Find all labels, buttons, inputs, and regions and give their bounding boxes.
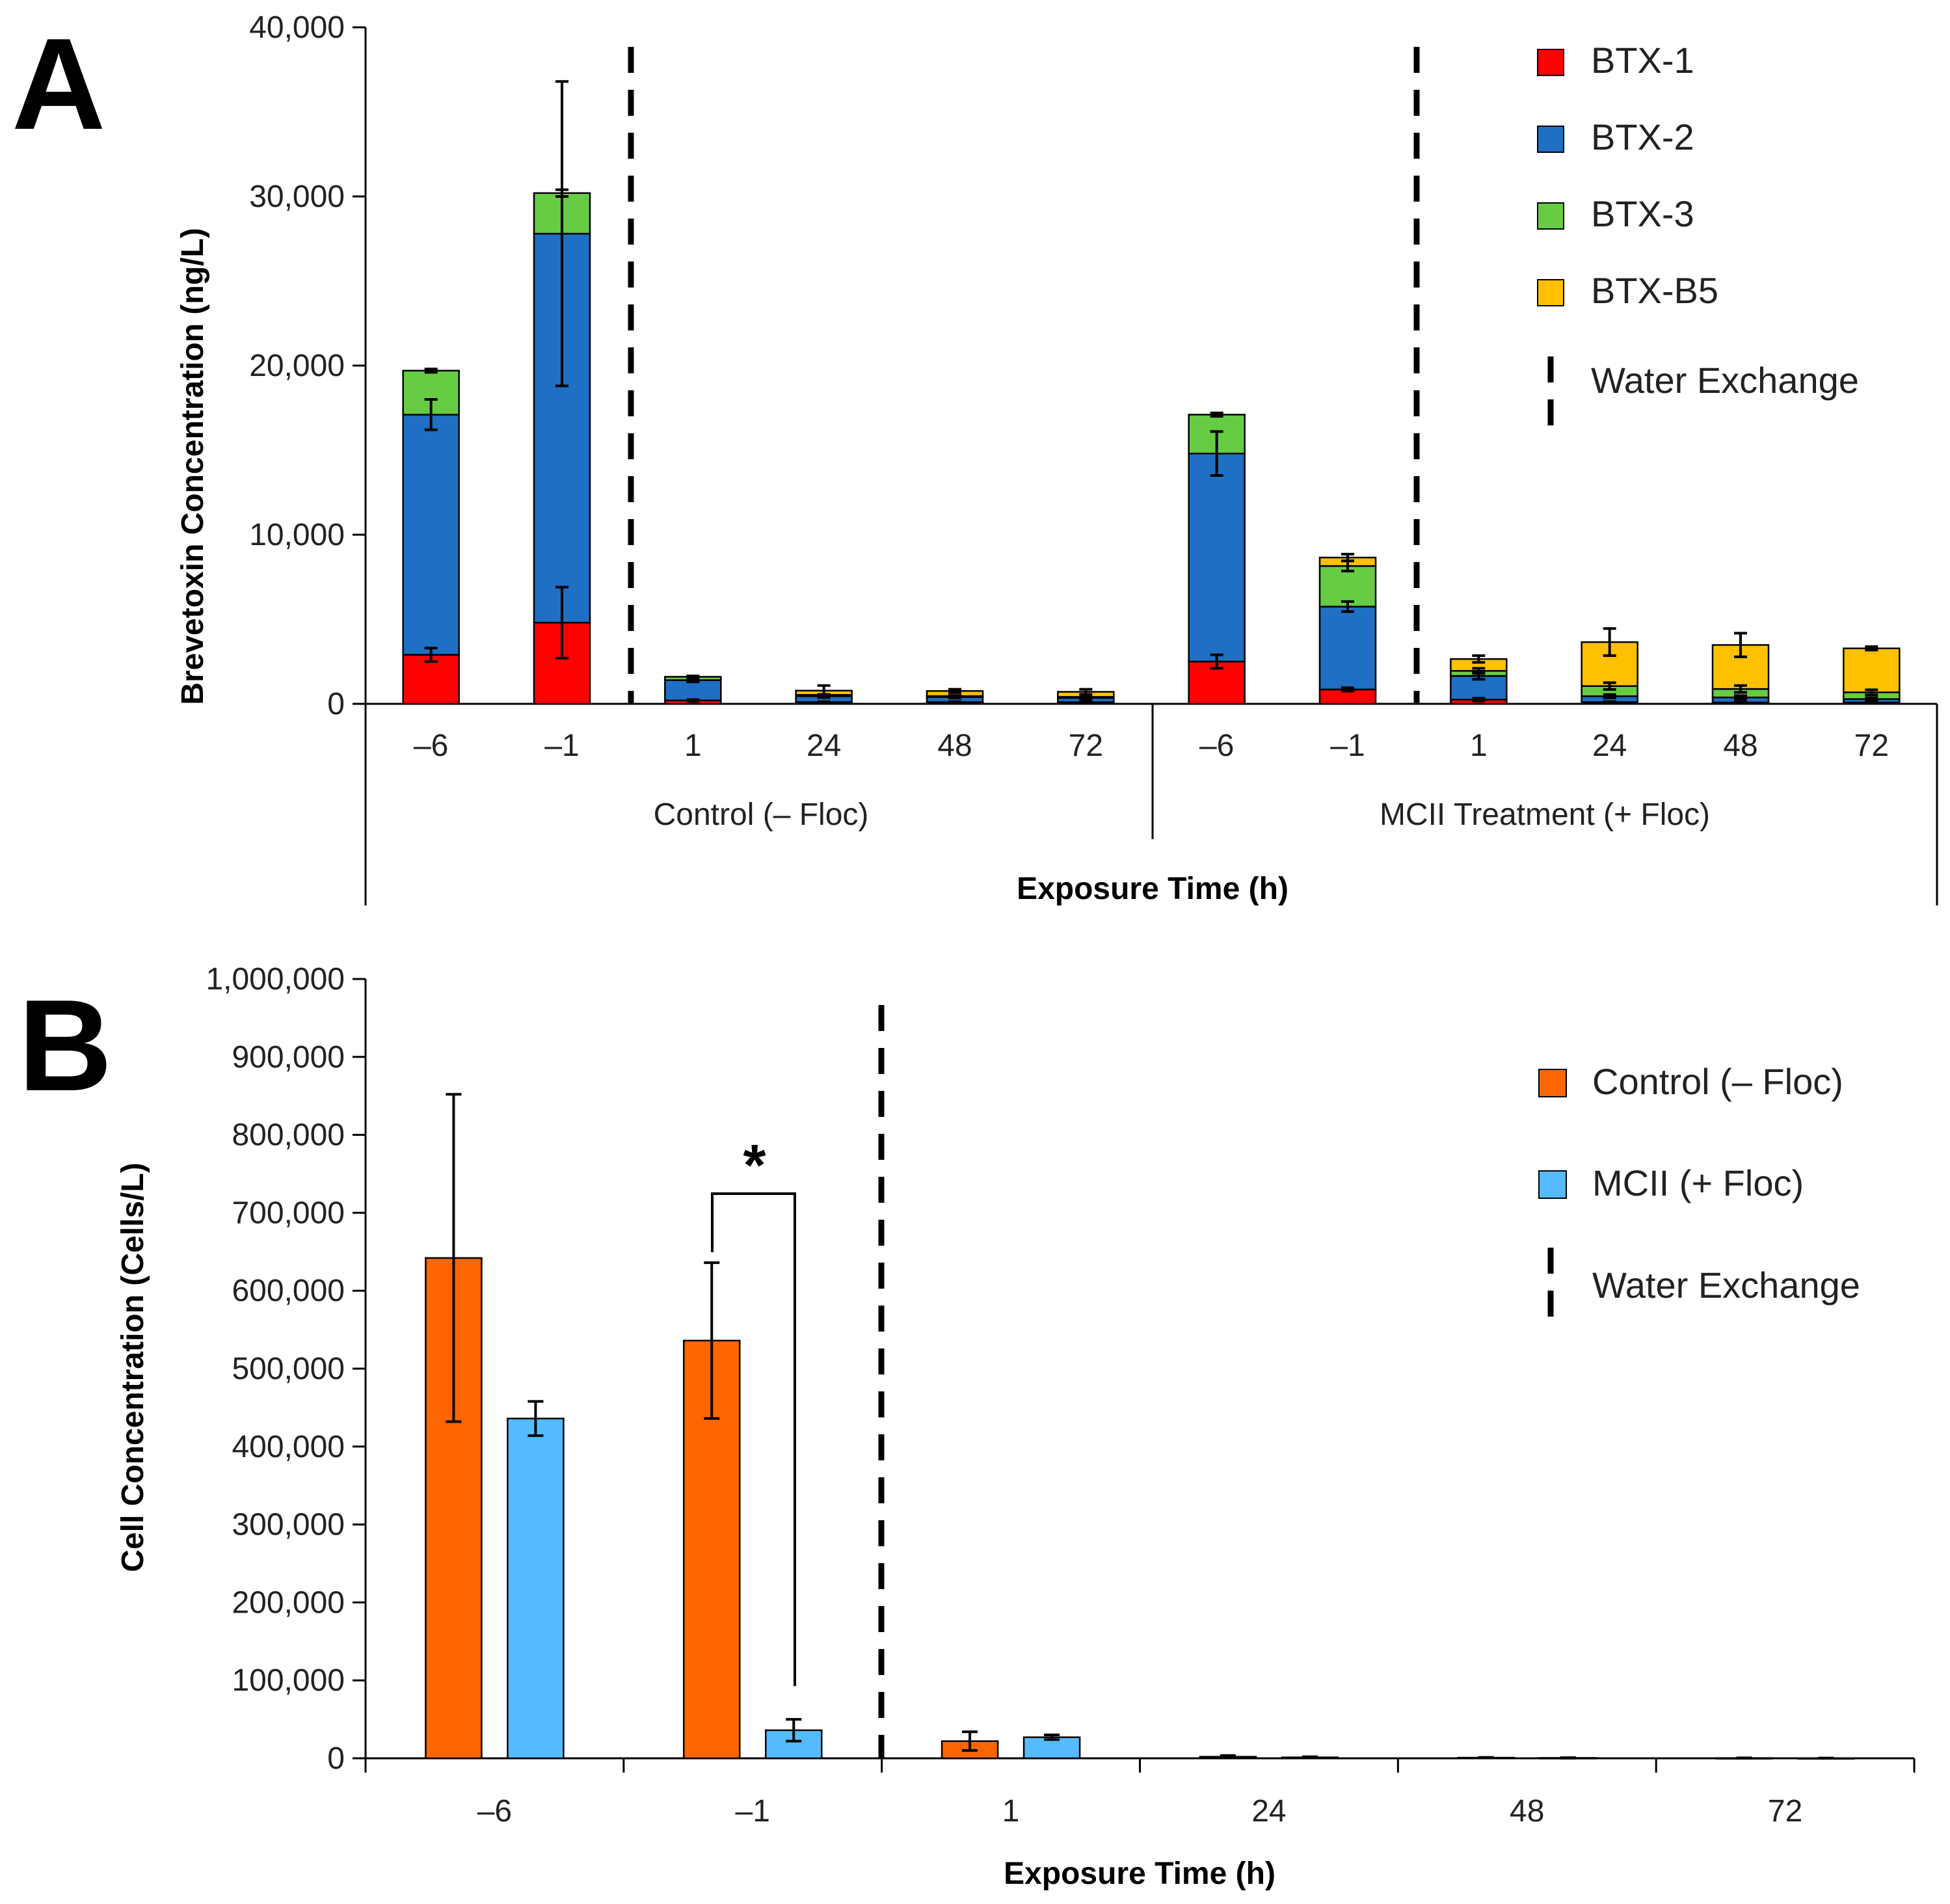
panel-b-x-tick-label: –6 <box>477 1794 512 1829</box>
panel-a-x-tick-label: 1 <box>1470 729 1488 763</box>
panel-a-x-tick-label: 72 <box>1854 729 1889 763</box>
panel-a-bar-btx-1-6 <box>1188 660 1246 705</box>
panel-b-y-tick-label: 0 <box>327 1741 345 1776</box>
legend-label-water-exchange: Water Exchange <box>1591 360 1859 401</box>
significance-star: * <box>743 1133 766 1198</box>
significance-bracket <box>711 1192 796 1686</box>
panel-a-x-tick-label: 24 <box>1592 729 1627 763</box>
panel-a-y-tick-label: 10,000 <box>249 518 345 552</box>
panel-a-x-tick-label: –6 <box>414 729 448 763</box>
panel-a-y-tick-label: 40,000 <box>249 10 345 45</box>
panel-a-y-tick-label: 20,000 <box>249 349 345 383</box>
panel-b-bar-mcii-0 <box>507 1417 565 1760</box>
panel-a-x-tick-label: 24 <box>807 729 841 763</box>
panel-b-y-tick-label: 700,000 <box>232 1196 345 1230</box>
panel-a-bar-btx-2-7 <box>1318 606 1377 691</box>
panel-a-x-tick-label: 1 <box>684 729 702 763</box>
panel-b-label: B <box>18 973 112 1118</box>
legend-label-control: Control (– Floc) <box>1592 1061 1843 1102</box>
legend-swatch-btx-b5 <box>1537 279 1564 306</box>
panel-b-x-tick-label: 48 <box>1510 1794 1544 1829</box>
panel-a-bar-btx-2-0 <box>402 414 460 656</box>
panel-a-x-title: Exposure Time (h) <box>1017 872 1289 906</box>
panel-a: A Brevetoxin Concentration (ng/L) Exposu… <box>12 10 1938 906</box>
panel-b-y-tick-label: 300,000 <box>232 1508 345 1542</box>
panel-a-bar-btx-2-2 <box>664 679 722 702</box>
panel-b-y-tick-label: 1,000,000 <box>206 962 345 997</box>
panel-b-x-tick-label: –1 <box>736 1794 770 1829</box>
panel-a-y-title: Brevetoxin Concentration (ng/L) <box>176 228 210 704</box>
legend-swatch-control <box>1538 1069 1567 1097</box>
panel-a-group-label-mcii: MCII Treatment (+ Floc) <box>1380 798 1710 832</box>
panel-b-x-tick-label: 1 <box>1002 1794 1020 1829</box>
panel-a-x-tick-label: –1 <box>544 729 579 763</box>
panel-b-y-tick-label: 600,000 <box>232 1274 345 1308</box>
panel-a-bar-btx-3-7 <box>1318 565 1377 608</box>
legend-label-btx-b5: BTX-B5 <box>1591 270 1718 311</box>
panel-b-y-tick-label: 100,000 <box>232 1663 345 1698</box>
panel-b-x-title: Exposure Time (h) <box>1004 1857 1276 1891</box>
panel-b-y-title: Cell Concentration (Cells/L) <box>116 1162 150 1572</box>
panel-a-label: A <box>12 12 105 157</box>
panel-b-y-tick-label: 900,000 <box>232 1040 345 1075</box>
panel-b-y-tick-label: 800,000 <box>232 1118 345 1153</box>
legend-swatch-mcii <box>1538 1170 1567 1199</box>
legend-label-btx-3: BTX-3 <box>1591 193 1694 234</box>
panel-a-x-tick-label: –1 <box>1330 729 1365 763</box>
panel-a-bar-btx-2-6 <box>1188 452 1246 663</box>
legend-label-btx-2: BTX-2 <box>1591 116 1694 157</box>
panel-a-x-tick-label: –6 <box>1199 729 1234 763</box>
panel-a-y-tick-label: 30,000 <box>249 180 345 214</box>
panel-a-x-tick-label: 48 <box>1723 729 1757 763</box>
panel-b-y-tick-label: 400,000 <box>232 1430 345 1464</box>
legend-label-btx-1: BTX-1 <box>1591 40 1694 81</box>
legend-label-mcii: MCII (+ Floc) <box>1592 1162 1804 1203</box>
panel-b-y-tick-label: 200,000 <box>232 1585 345 1620</box>
legend-swatch-btx-3 <box>1537 202 1564 230</box>
panel-b-x-tick-label: 72 <box>1768 1794 1802 1829</box>
panel-a-x-tick-label: 72 <box>1069 729 1103 763</box>
panel-a-y-tick-label: 0 <box>327 687 345 721</box>
panel-b-legend: Control (– Floc) MCII (+ Floc) Water Excha… <box>1538 1061 1860 1326</box>
panel-a-x-tick-label: 48 <box>937 729 972 763</box>
panel-b-y-tick-label: 500,000 <box>232 1352 345 1386</box>
legend-swatch-btx-2 <box>1537 126 1564 153</box>
panel-a-bar-btx-2-8 <box>1450 675 1508 701</box>
legend-swatch-btx-1 <box>1537 49 1564 76</box>
panel-b-x-tick-label: 24 <box>1251 1794 1286 1829</box>
panel-a-group-label-control: Control (– Floc) <box>654 798 869 832</box>
panel-a-legend: BTX-1 BTX-2 BTX-3 BTX-B5 Water Exchange <box>1537 40 1859 431</box>
legend-label-water-exchange: Water Exchange <box>1592 1265 1860 1306</box>
panel-a-bar-btx-b5-11 <box>1843 647 1901 693</box>
panel-b: B Cell Concentration (Cells/L) Exposure … <box>18 962 1916 1891</box>
